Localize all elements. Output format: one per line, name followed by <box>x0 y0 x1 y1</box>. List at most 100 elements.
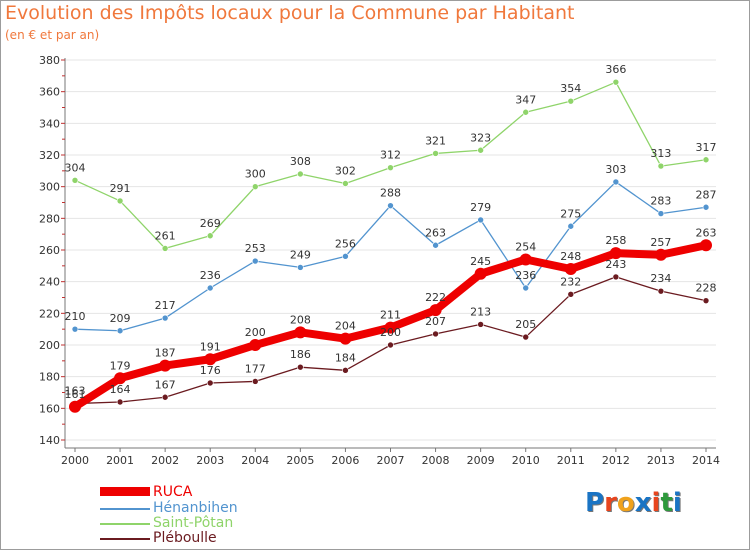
data-point <box>477 216 484 224</box>
data-label: 191 <box>200 340 221 353</box>
data-label: 254 <box>515 241 536 254</box>
data-label: 187 <box>155 347 176 360</box>
x-tick-label: 2000 <box>61 454 89 467</box>
data-label: 210 <box>65 310 86 323</box>
data-point <box>342 253 349 260</box>
legend-label-ruca: RUCA <box>153 484 193 500</box>
data-point <box>477 321 484 328</box>
legend-label-pleboulle: Pléboulle <box>153 530 217 546</box>
proxiti-logo: Proxiti <box>585 488 682 518</box>
data-label: 200 <box>380 326 401 339</box>
x-tick-label: 2003 <box>196 454 224 467</box>
data-point <box>71 177 79 184</box>
x-tick-label: 2009 <box>467 454 495 467</box>
logo-letter: t <box>660 488 673 518</box>
x-tick-label: 2014 <box>692 454 720 467</box>
data-label: 186 <box>290 348 311 361</box>
data-point <box>161 314 169 322</box>
x-tick-label: 2011 <box>557 454 585 467</box>
data-point <box>432 330 439 338</box>
data-point <box>567 222 575 230</box>
data-label: 236 <box>200 269 221 282</box>
data-label: 179 <box>110 359 131 372</box>
data-label: 163 <box>65 385 86 398</box>
data-point <box>519 253 532 266</box>
data-label: 213 <box>470 305 491 318</box>
legend-swatch-pleboulle <box>100 538 150 540</box>
legend-swatch-henanbihen <box>100 508 150 510</box>
data-label: 234 <box>650 272 671 285</box>
data-point <box>69 400 81 413</box>
data-point <box>474 267 487 280</box>
data-point <box>432 241 439 249</box>
x-tick-label: 2012 <box>602 454 630 467</box>
y-tick-label: 220 <box>39 307 60 320</box>
data-label: 222 <box>425 291 446 304</box>
data-point <box>609 247 622 260</box>
y-tick-label: 360 <box>39 86 60 99</box>
data-label: 209 <box>110 312 131 325</box>
data-label: 302 <box>335 165 356 178</box>
y-tick-label: 240 <box>39 276 60 289</box>
data-label: 176 <box>200 364 221 377</box>
data-label: 312 <box>380 149 401 162</box>
data-point <box>251 257 259 265</box>
data-label: 256 <box>335 237 356 250</box>
data-label: 269 <box>200 217 221 230</box>
y-tick-label: 320 <box>39 149 60 162</box>
data-label: 263 <box>425 226 446 239</box>
data-point <box>251 378 259 385</box>
data-label: 323 <box>470 131 491 144</box>
data-point <box>116 197 124 205</box>
data-point <box>432 150 439 157</box>
data-label: 164 <box>110 383 131 396</box>
x-tick-label: 2002 <box>151 454 179 467</box>
data-point <box>249 339 262 351</box>
data-label: 317 <box>696 141 717 154</box>
data-label: 291 <box>110 182 131 195</box>
logo-letter: r <box>604 488 617 518</box>
data-label: 258 <box>605 234 626 247</box>
legend-item-ruca: RUCA <box>100 484 350 501</box>
y-tick-label: 280 <box>39 212 60 225</box>
data-label: 205 <box>515 318 536 331</box>
y-tick-label: 140 <box>39 434 60 447</box>
data-label: 303 <box>605 163 626 176</box>
data-label: 304 <box>65 161 86 174</box>
data-point <box>387 341 394 349</box>
data-label: 248 <box>560 250 581 263</box>
data-point <box>657 162 665 170</box>
data-point <box>657 210 665 217</box>
chart-subtitle: (en € et par an) <box>5 28 100 42</box>
data-label: 275 <box>560 207 581 220</box>
y-tick-label: 340 <box>39 117 60 130</box>
data-label: 243 <box>605 258 626 271</box>
data-point <box>116 398 124 406</box>
data-label: 211 <box>380 309 401 322</box>
logo-letter: i <box>651 488 661 518</box>
data-point <box>297 363 304 371</box>
data-point <box>700 239 712 252</box>
data-point <box>387 164 394 171</box>
data-point <box>297 264 304 271</box>
data-label: 308 <box>290 155 311 168</box>
x-tick-label: 2005 <box>286 454 314 467</box>
data-point <box>612 78 620 86</box>
data-label: 253 <box>245 242 266 255</box>
data-label: 287 <box>696 188 717 201</box>
data-label: 288 <box>380 187 401 200</box>
data-label: 207 <box>425 315 446 328</box>
data-label: 204 <box>335 320 356 333</box>
data-label: 283 <box>650 195 671 208</box>
data-label: 321 <box>425 134 446 147</box>
x-tick-label: 2010 <box>512 454 540 467</box>
data-point <box>342 180 349 187</box>
data-label: 167 <box>155 378 176 391</box>
data-point <box>657 287 665 295</box>
data-point <box>161 393 169 401</box>
data-point <box>612 273 620 281</box>
data-point <box>206 379 214 387</box>
data-label: 161 <box>65 388 86 401</box>
y-tick-label: 260 <box>39 244 60 257</box>
data-point <box>567 291 575 298</box>
